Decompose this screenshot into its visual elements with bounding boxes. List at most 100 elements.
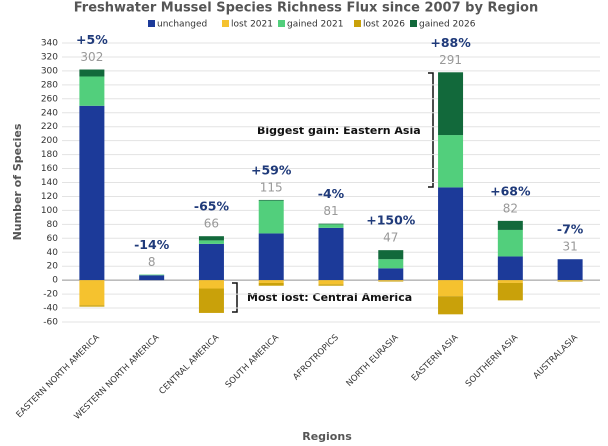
x-tick-label: CENTRAL AMERICA: [157, 333, 221, 397]
y-tick-label: 180: [41, 150, 58, 160]
x-tick-label: EASTERN ASIA: [410, 333, 461, 384]
y-tick-label: 240: [41, 108, 58, 118]
bar-segment: [79, 69, 105, 77]
y-tick-label: 340: [41, 39, 58, 49]
bar-segment: [139, 275, 165, 281]
y-tick-label: 200: [41, 136, 58, 146]
bar-segment: [438, 296, 464, 315]
x-tick-label: NORTH EURASIA: [345, 333, 401, 389]
y-tick-label: 20: [47, 262, 59, 272]
legend-label: lost 2021: [231, 20, 273, 30]
bar-segment: [198, 243, 224, 281]
y-tick-label: 60: [47, 234, 59, 244]
bar-segment: [258, 280, 284, 283]
bar-segment: [378, 259, 404, 269]
bar-segment: [258, 199, 284, 201]
y-axis-title: Number of Species: [11, 123, 24, 240]
change-label: -65%: [194, 199, 230, 214]
bar-segment: [557, 280, 583, 282]
bar-segment: [557, 259, 583, 281]
change-label: +59%: [251, 162, 292, 177]
y-tick-label: 280: [41, 80, 58, 90]
y-tick-label: 140: [41, 178, 58, 188]
change-label: +68%: [490, 183, 531, 198]
bar-segment: [79, 105, 105, 281]
bracket: [428, 72, 434, 188]
legend-swatch: [410, 20, 417, 27]
change-label: -4%: [318, 186, 345, 201]
change-label: +88%: [430, 35, 471, 50]
bar-segment: [318, 284, 344, 286]
bar-segment: [378, 250, 404, 260]
annotation: Biggest gain: Eastern Asia: [257, 124, 421, 137]
bar-segment: [497, 229, 523, 257]
bar-segment: [198, 236, 224, 241]
bar-segment: [438, 280, 464, 297]
bar-segment: [79, 76, 105, 106]
total-label: 81: [323, 204, 338, 218]
legend-label: gained 2026: [419, 20, 476, 30]
bar-segment: [258, 233, 284, 281]
bracket: [232, 282, 238, 313]
bar-segment: [557, 280, 583, 281]
x-tick-label: AFROTROPICS: [291, 333, 341, 383]
bar-segment: [497, 280, 523, 283]
bar-segment: [438, 135, 464, 188]
annotation: Most lost: Central America: [247, 291, 412, 304]
bar-segment: [378, 280, 404, 282]
total-label: 66: [204, 217, 219, 231]
legend-label: gained 2021: [287, 20, 343, 30]
bar-segment: [198, 280, 224, 289]
legend-swatch: [148, 20, 155, 27]
bar-segment: [438, 187, 464, 281]
bar-segment: [378, 280, 404, 281]
bar-segment: [438, 72, 464, 136]
bar-segment: [198, 288, 224, 313]
total-label: 31: [562, 240, 577, 254]
y-tick-label: 100: [41, 206, 58, 216]
legend-label: lost 2026: [363, 20, 405, 30]
bar-segment: [497, 256, 523, 281]
y-tick-label: -20: [43, 290, 58, 300]
change-label: +5%: [76, 32, 108, 47]
legend-swatch: [222, 20, 229, 27]
total-label: 302: [80, 50, 103, 64]
x-tick-label: AUSTRALASIA: [532, 333, 581, 382]
y-tick-label: 0: [52, 276, 58, 286]
bar-segment: [258, 282, 284, 286]
y-tick-label: 220: [41, 122, 58, 132]
y-tick-label: 320: [41, 52, 58, 62]
bar-segment: [378, 268, 404, 281]
bar-segment: [79, 280, 105, 306]
bar-segment: [79, 305, 105, 307]
bar-segment: [318, 223, 344, 225]
x-tick-label: SOUTHERN ASIA: [464, 333, 521, 390]
y-tick-label: 120: [41, 192, 58, 202]
legend-swatch: [354, 20, 361, 27]
y-tick-label: -40: [43, 304, 58, 314]
y-tick-label: -60: [43, 318, 58, 328]
bar-segment: [497, 220, 523, 230]
total-label: 82: [503, 201, 518, 215]
bar-segment: [318, 224, 344, 228]
y-tick-label: 260: [41, 94, 58, 104]
total-label: 291: [439, 53, 462, 67]
y-tick-label: 40: [47, 248, 59, 258]
total-label: 47: [383, 231, 398, 245]
bar-segment: [497, 282, 523, 301]
change-label: +150%: [366, 213, 416, 228]
legend-label: unchanged: [157, 20, 207, 30]
chart-title: Freshwater Mussel Species Richness Flux …: [74, 1, 539, 16]
y-tick-label: 80: [47, 220, 59, 230]
total-label: 115: [260, 180, 283, 194]
legend-swatch: [278, 20, 285, 27]
y-tick-label: 300: [41, 66, 58, 76]
bar-segment: [258, 200, 284, 234]
bar-segment: [318, 227, 344, 281]
x-axis-title: Regions: [302, 430, 352, 443]
x-tick-label: SOUTH AMERICA: [224, 333, 282, 391]
bar-segment: [139, 274, 165, 276]
total-label: 8: [148, 255, 156, 269]
change-label: -7%: [557, 222, 584, 237]
